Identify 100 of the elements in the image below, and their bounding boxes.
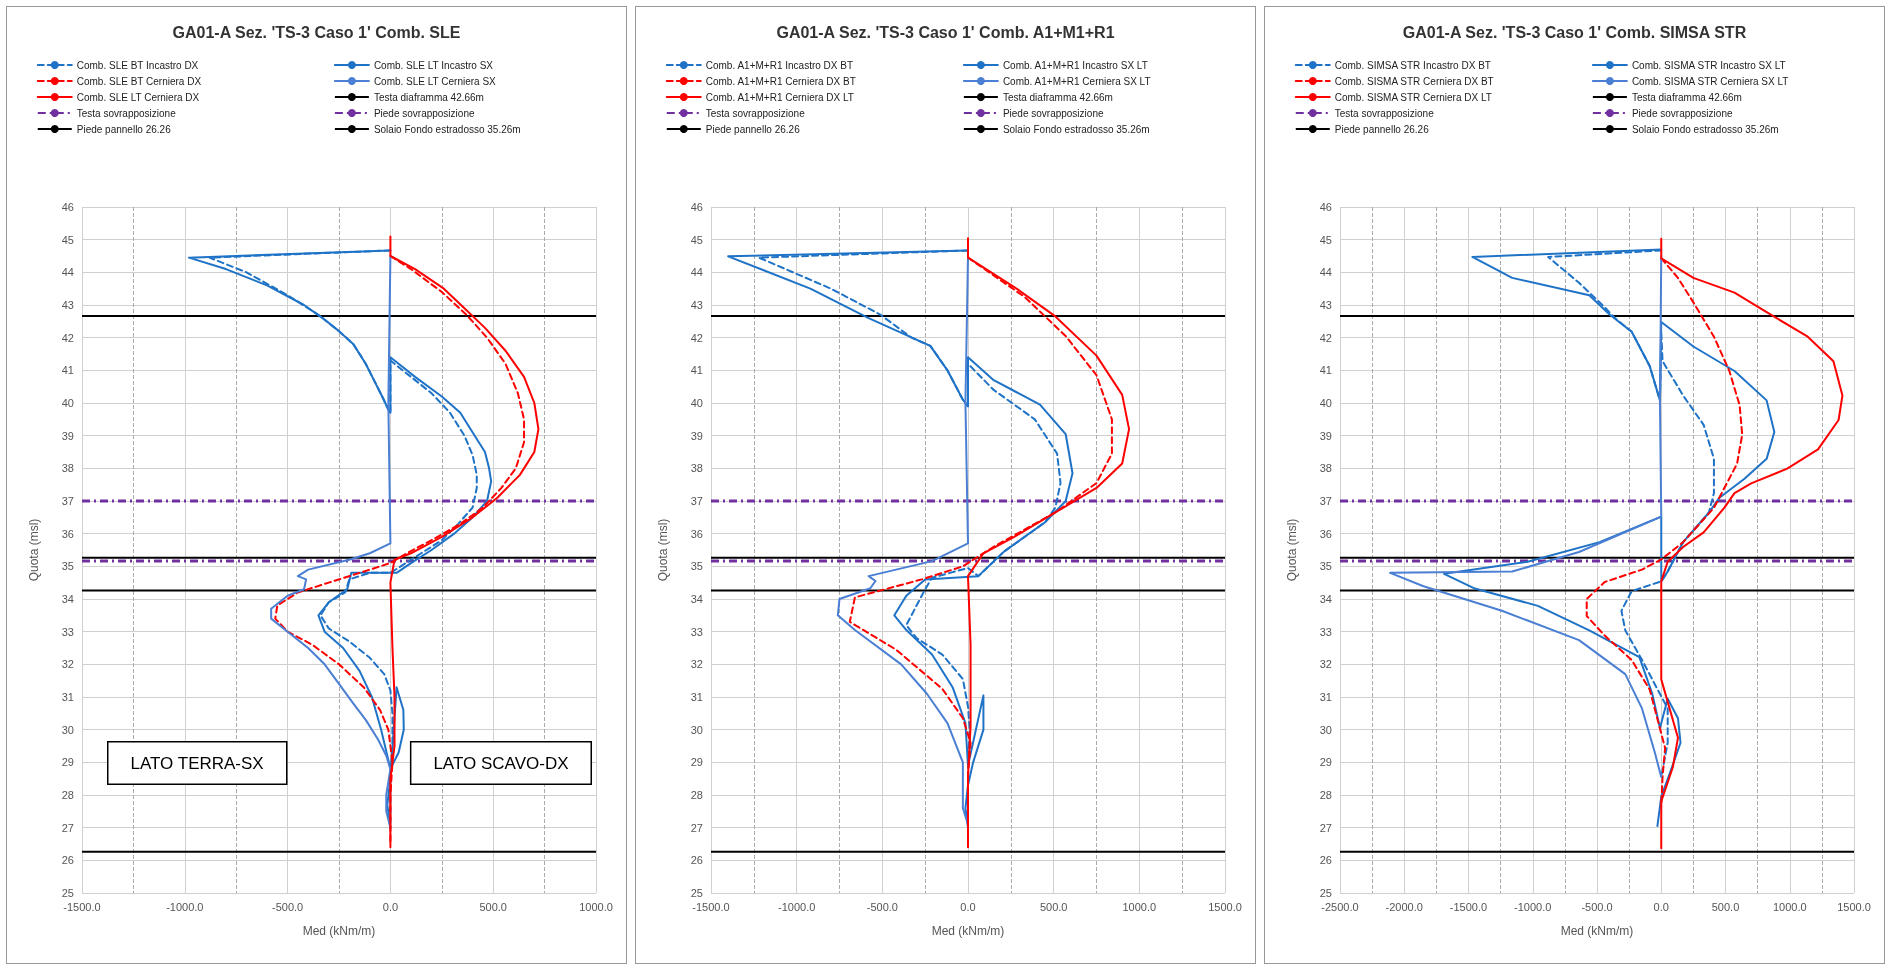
y-tick-label: 25	[1319, 887, 1332, 899]
x-tick-label: 1500.0	[1208, 900, 1242, 913]
y-tick-label: 32	[690, 658, 703, 671]
y-tick-label: 37	[61, 495, 74, 507]
y-tick-label: 33	[61, 625, 74, 638]
y-tick-label: 35	[690, 560, 703, 573]
y-tick-label: 40	[61, 397, 74, 409]
x-tick-label: -1500.0	[1449, 900, 1488, 913]
y-axis-title: Quota (msl)	[1285, 518, 1299, 582]
y-tick-label: 35	[61, 560, 74, 573]
legend-label: Piede pannello 26.26	[705, 123, 801, 135]
y-tick-label: 40	[1319, 397, 1332, 409]
y-tick-label: 38	[1319, 462, 1332, 475]
legend-label: Piede pannello 26.26	[1334, 123, 1430, 135]
y-tick-label: 40	[690, 397, 703, 409]
x-axis-title: Med (kNm/m)	[302, 924, 376, 938]
y-tick-label: 32	[1319, 658, 1332, 671]
y-tick-label: 30	[61, 723, 74, 736]
x-tick-label: -1000.0	[166, 900, 204, 913]
y-tick-label: 27	[690, 821, 703, 834]
y-tick-label: 26	[1319, 854, 1332, 867]
y-tick-label: 45	[1319, 233, 1332, 246]
y-tick-label: 25	[690, 887, 703, 899]
legend-label: Comb. SISMA STR Cerniera SX LT	[1631, 75, 1789, 87]
y-tick-label: 44	[1319, 266, 1332, 279]
y-tick-label: 25	[61, 887, 74, 899]
x-tick-label: -2500.0	[1321, 900, 1359, 913]
y-tick-label: 36	[690, 527, 703, 540]
legend-label: Testa diaframma 42.66m	[1002, 91, 1113, 103]
y-tick-label: 37	[690, 495, 703, 507]
y-axis-title: Quota (msl)	[27, 518, 41, 582]
x-tick-label: -1500.0	[692, 900, 730, 913]
legend-label: Testa sovrapposizione	[705, 107, 806, 119]
chart-title: GA01-A Sez. 'TS-3 Caso 1' Comb. SIMSA STR	[1402, 23, 1747, 41]
y-tick-label: 34	[690, 593, 703, 605]
legend-label: Comb. A1+M+R1 Incastro SX LT	[1002, 59, 1148, 71]
x-tick-label: -2000.0	[1385, 900, 1423, 913]
x-tick-label: 0.0	[960, 900, 976, 913]
y-tick-label: 28	[690, 789, 703, 801]
y-tick-label: 33	[690, 625, 703, 638]
y-tick-label: 36	[61, 527, 74, 540]
x-tick-label: 0.0	[382, 900, 399, 913]
legend-label: Solaio Fondo estradosso 35.26m	[1631, 123, 1779, 135]
y-tick-label: 44	[61, 266, 74, 279]
legend-label: Comb. SISMA STR Cerniera DX BT	[1334, 75, 1494, 87]
y-tick-label: 46	[1319, 201, 1332, 213]
x-tick-label: -1000.0	[778, 900, 816, 913]
x-tick-label: 1000.0	[1122, 900, 1157, 913]
legend-label: Piede sovrapposizione	[1631, 107, 1733, 119]
legend-label: Solaio Fondo estradosso 35.26m	[1002, 123, 1150, 135]
legend-label: Solaio Fondo estradosso 35.26m	[373, 123, 521, 135]
y-tick-label: 46	[690, 201, 703, 213]
y-axis-title: Quota (msl)	[656, 518, 670, 582]
y-tick-label: 45	[61, 233, 74, 246]
y-tick-label: 26	[690, 854, 703, 867]
x-tick-label: -1000.0	[1514, 900, 1552, 913]
chart-title: GA01-A Sez. 'TS-3 Caso 1' Comb. A1+M1+R1	[776, 23, 1115, 41]
x-tick-label: -500.0	[1581, 900, 1613, 913]
y-tick-label: 30	[690, 723, 703, 736]
y-tick-label: 30	[1319, 723, 1332, 736]
legend-label: Comb. A1+M+R1 Cerniera DX LT	[705, 91, 854, 103]
y-tick-label: 42	[1319, 331, 1332, 344]
chart-title: GA01-A Sez. 'TS-3 Caso 1' Comb. SLE	[172, 23, 461, 41]
y-tick-label: 32	[61, 658, 74, 671]
y-tick-label: 43	[61, 299, 74, 311]
legend-label: Comb. SLE LT Incastro SX	[373, 59, 494, 71]
y-tick-label: 35	[1319, 560, 1332, 573]
annotation: LATO SCAVO-DX	[433, 753, 569, 773]
y-tick-label: 38	[690, 462, 703, 475]
y-tick-label: 39	[1319, 429, 1332, 442]
x-tick-label: -1500.0	[63, 900, 101, 913]
y-tick-label: 43	[690, 299, 703, 311]
y-tick-label: 42	[61, 331, 74, 344]
y-tick-label: 41	[690, 364, 703, 377]
legend-label: Piede sovrapposizione	[1002, 107, 1104, 119]
y-tick-label: 28	[61, 789, 74, 801]
y-tick-label: 27	[61, 821, 74, 834]
y-tick-label: 27	[1319, 821, 1332, 834]
legend-label: Comb. A1+M+R1 Incastro DX BT	[705, 59, 854, 71]
y-tick-label: 45	[690, 233, 703, 246]
x-tick-label: 1000.0	[579, 900, 613, 913]
y-tick-label: 31	[690, 691, 703, 703]
y-tick-label: 34	[61, 593, 74, 605]
y-tick-label: 26	[61, 854, 74, 867]
y-tick-label: 38	[61, 462, 74, 475]
x-tick-label: 500.0	[479, 900, 507, 913]
y-tick-label: 31	[61, 691, 74, 703]
x-tick-label: 0.0	[1653, 900, 1669, 913]
x-tick-label: 1000.0	[1772, 900, 1807, 913]
y-tick-label: 31	[1319, 691, 1332, 703]
legend-label: Comb. A1+M+R1 Cerniera DX BT	[705, 75, 856, 87]
y-tick-label: 41	[61, 364, 74, 377]
legend-label: Comb. A1+M+R1 Cerniera SX LT	[1002, 75, 1151, 87]
y-tick-label: 41	[1319, 364, 1332, 377]
x-tick-label: -500.0	[866, 900, 898, 913]
legend-label: Comb. SLE BT Incastro DX	[76, 59, 199, 71]
legend-label: Comb. SLE LT Cerniera DX	[76, 91, 200, 103]
legend-label: Comb. SIMSA STR Incastro DX BT	[1334, 59, 1491, 71]
x-axis-title: Med (kNm/m)	[931, 924, 1005, 938]
y-tick-label: 34	[1319, 593, 1332, 605]
